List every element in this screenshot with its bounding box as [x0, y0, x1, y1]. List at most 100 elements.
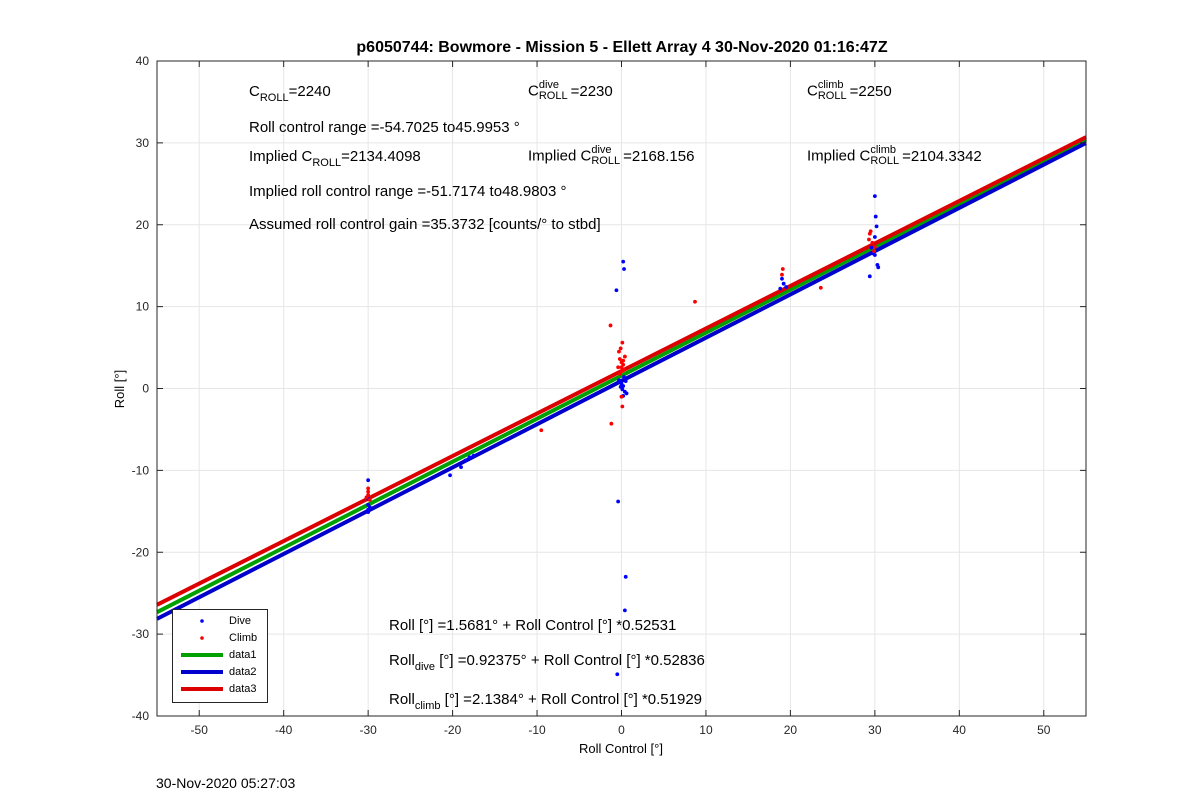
x-tick-label: 0: [618, 723, 625, 737]
x-tick-label: 10: [699, 723, 713, 737]
point-dive: [367, 505, 372, 510]
point-dive: [623, 574, 628, 579]
point-dive: [471, 453, 476, 458]
gain-annotation: Assumed roll control gain =35.3732 [coun…: [249, 216, 601, 233]
x-tick-label: -30: [359, 723, 377, 737]
legend-data3-line: [181, 687, 223, 691]
y-tick-label: 10: [136, 300, 150, 314]
legend-item-data1: data1: [173, 647, 267, 663]
point-dive: [876, 265, 881, 270]
point-dive: [618, 384, 623, 389]
point-dive: [873, 214, 878, 219]
y-tick-label: 30: [136, 136, 150, 150]
point-climb: [618, 346, 623, 351]
point-dive: [624, 391, 629, 396]
point-dive: [622, 608, 627, 613]
y-tick-label: -40: [132, 709, 150, 723]
point-dive: [869, 245, 874, 250]
fit-line-data2: [156, 141, 1087, 621]
point-dive: [623, 379, 628, 384]
data-points: [364, 194, 881, 677]
legend-item-data2: data2: [173, 664, 267, 680]
point-climb: [620, 404, 625, 409]
y-axis-label: Roll [°]: [112, 370, 127, 408]
y-tick-label: -30: [132, 627, 150, 641]
point-climb: [868, 229, 873, 234]
point-dive: [784, 285, 789, 289]
legend-dive-marker: [200, 619, 204, 623]
point-climb: [620, 340, 625, 345]
fit-dive-annotation: Rolldive [°] =0.92375° + Roll Control [°…: [389, 652, 705, 673]
point-dive: [622, 375, 626, 379]
point-climb: [366, 486, 371, 491]
point-dive: [614, 288, 619, 293]
legend-data2-line: [181, 670, 223, 674]
point-climb: [870, 240, 875, 245]
point-dive: [617, 380, 622, 384]
point-dive: [366, 510, 371, 515]
point-climb: [818, 285, 823, 290]
x-tick-label: 30: [868, 723, 882, 737]
point-climb: [693, 299, 697, 304]
legend-item-data3: data3: [173, 681, 267, 697]
point-climb: [621, 358, 626, 363]
point-dive: [621, 259, 626, 264]
point-climb: [367, 497, 372, 502]
fit-climb-annotation: Rollclimb [°] =2.1384° + Roll Control [°…: [389, 691, 703, 712]
chart-title: p6050744: Bowmore - Mission 5 - Ellett A…: [356, 39, 887, 56]
point-climb: [539, 428, 544, 433]
point-dive: [616, 499, 621, 504]
legend-item-dive: Dive: [173, 613, 267, 629]
x-tick-label: 50: [1037, 723, 1051, 737]
point-dive: [463, 458, 468, 463]
axis-ticks: -50 -40 -30 -20 -10 0 10 20 30 40 50 -40 -30 -20 -10 0 1…: [132, 54, 1086, 737]
point-dive: [622, 267, 626, 271]
point-dive: [366, 478, 371, 483]
point-climb: [872, 249, 876, 253]
legend-item-climb: Climb: [173, 630, 267, 646]
legend: Dive Climb data1 data2 data3: [172, 609, 268, 703]
y-tick-label: 40: [136, 54, 150, 68]
point-dive: [781, 281, 786, 286]
point-climb: [780, 272, 784, 277]
point-dive: [467, 455, 472, 460]
point-dive: [459, 465, 463, 469]
point-climb: [780, 267, 785, 271]
c-roll-annotation: CROLL=2240: [249, 83, 331, 104]
point-climb: [366, 489, 371, 494]
point-climb: [619, 365, 624, 370]
point-climb: [617, 371, 622, 376]
roll-range-annotation: Roll control range =-54.7025 to45.9953 °: [249, 119, 520, 136]
point-climb: [619, 394, 624, 399]
point-dive: [874, 224, 879, 229]
point-climb: [617, 357, 622, 361]
point-climb: [608, 323, 613, 328]
point-climb: [364, 495, 369, 500]
implied-range-annotation: Implied roll control range =-51.7174 to4…: [249, 183, 567, 200]
point-dive: [780, 276, 784, 281]
point-dive: [448, 473, 452, 478]
fit-all-annotation: Roll [°] =1.5681° + Roll Control [°] *0.…: [389, 617, 677, 634]
legend-data1-line: [181, 653, 223, 657]
point-dive: [872, 194, 877, 198]
point-climb: [609, 421, 614, 426]
point-climb: [867, 237, 871, 242]
point-climb: [622, 354, 627, 359]
point-dive: [872, 253, 877, 257]
y-tick-label: -20: [132, 545, 150, 559]
fit-line-data1: [156, 137, 1087, 614]
y-tick-label: 0: [142, 382, 149, 396]
x-tick-label: 20: [784, 723, 798, 737]
x-tick-label: -50: [191, 723, 209, 737]
x-tick-label: -20: [444, 723, 462, 737]
point-climb: [616, 365, 621, 370]
x-tick-label: 40: [953, 723, 967, 737]
implied-c-roll-annotation: Implied CROLL=2134.4098: [249, 148, 421, 169]
x-tick-label: -10: [528, 723, 546, 737]
legend-climb-marker: [200, 636, 204, 640]
